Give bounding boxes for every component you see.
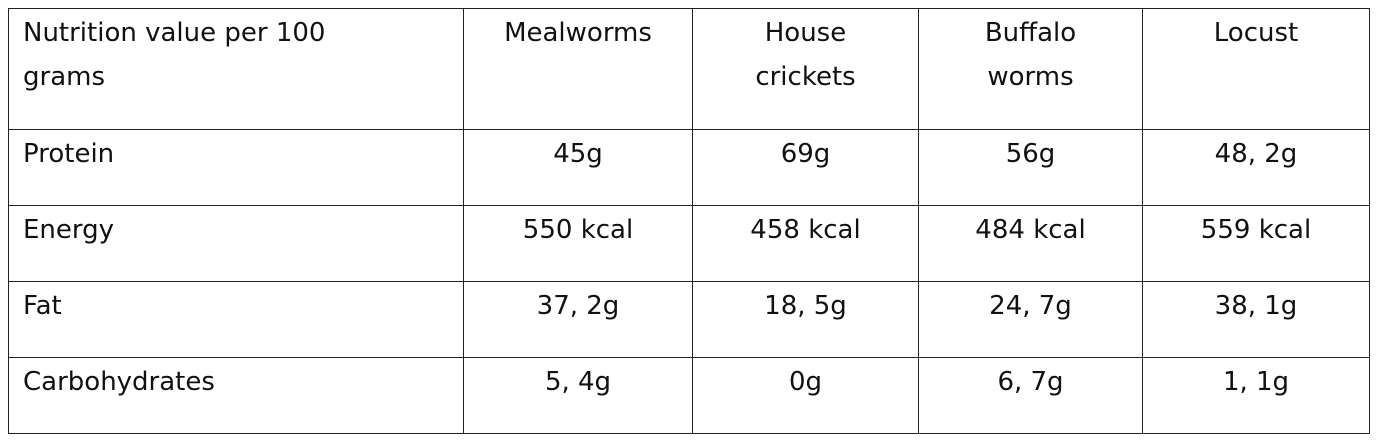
header-cell: Locust <box>1142 8 1370 130</box>
value-cell: 37, 2g <box>463 281 693 358</box>
value-cell: 550 kcal <box>463 205 693 282</box>
value-cell: 38, 1g <box>1142 281 1370 358</box>
cell-text: Carbohydrates <box>23 367 215 397</box>
cell-text: 69g <box>780 139 831 169</box>
cell-text: 45g <box>553 139 603 169</box>
cell-text: 0g <box>788 367 823 397</box>
cell-text: 458 kcal <box>750 215 861 245</box>
value-cell: 458 kcal <box>692 205 919 282</box>
header-cell: House crickets <box>692 8 919 130</box>
cell-text: Energy <box>23 215 115 245</box>
cell-text: 1, 1g <box>1222 367 1290 397</box>
value-cell: 6, 7g <box>918 357 1143 434</box>
cell-text: 38, 1g <box>1214 291 1298 321</box>
cell-text: 18, 5g <box>764 291 847 321</box>
header-cell: Buffalo worms <box>918 8 1143 130</box>
cell-text: 550 kcal <box>522 215 634 245</box>
value-cell: 45g <box>463 129 693 206</box>
table-body: Nutrition value per 100 grams Mealworms Ho… <box>8 8 1370 434</box>
cell-text: House crickets <box>755 18 856 92</box>
row-label-cell: Energy <box>8 205 464 282</box>
row-label-cell: Carbohydrates <box>8 357 464 434</box>
value-cell: 69g <box>692 129 919 206</box>
value-cell: 24, 7g <box>918 281 1143 358</box>
cell-text: 48, 2g <box>1214 139 1298 169</box>
value-cell: 0g <box>692 357 919 434</box>
row-label-cell: Protein <box>8 129 464 206</box>
value-cell: 1, 1g <box>1142 357 1370 434</box>
data-row: Energy 550 kcal 458 kcal 484 kcal 559 kcal <box>8 205 1370 282</box>
cell-text: Nutrition value per 100 grams <box>23 18 326 92</box>
nutrition-table: Nutrition value per 100 grams Mealworms Ho… <box>8 8 1370 434</box>
cell-text: 37, 2g <box>536 291 620 321</box>
cell-text: 6, 7g <box>997 367 1064 397</box>
cell-text: 5, 4g <box>544 367 612 397</box>
value-cell: 18, 5g <box>692 281 919 358</box>
cell-text: Fat <box>23 291 62 321</box>
cell-text: 24, 7g <box>989 291 1072 321</box>
cell-text: 559 kcal <box>1200 215 1312 245</box>
cell-text: Protein <box>23 139 115 169</box>
data-row: Carbohydrates 5, 4g 0g 6, 7g 1, 1g <box>8 357 1370 434</box>
value-cell: 559 kcal <box>1142 205 1370 282</box>
data-row: Fat 37, 2g 18, 5g 24, 7g 38, 1g <box>8 281 1370 358</box>
cell-text: 56g <box>1005 139 1056 169</box>
value-cell: 56g <box>918 129 1143 206</box>
cell-text: Locust <box>1213 18 1299 48</box>
value-cell: 5, 4g <box>463 357 693 434</box>
header-cell: Mealworms <box>463 8 693 130</box>
cell-text: Buffalo worms <box>984 18 1077 92</box>
header-cell: Nutrition value per 100 grams <box>8 8 464 130</box>
data-row: Protein 45g 69g 56g 48, 2g <box>8 129 1370 206</box>
row-label-cell: Fat <box>8 281 464 358</box>
value-cell: 48, 2g <box>1142 129 1370 206</box>
cell-text: 484 kcal <box>975 215 1086 245</box>
cell-text: Mealworms <box>504 18 652 48</box>
value-cell: 484 kcal <box>918 205 1143 282</box>
header-row: Nutrition value per 100 grams Mealworms Ho… <box>8 8 1370 130</box>
